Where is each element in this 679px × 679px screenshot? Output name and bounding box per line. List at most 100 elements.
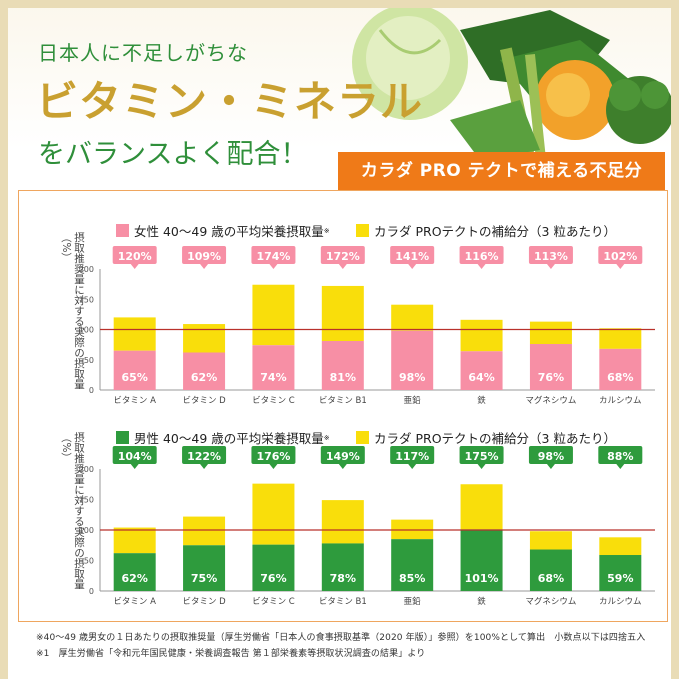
m-y-tick-label: 200 [79, 465, 94, 474]
m-category-label: マグネシウム [525, 596, 576, 607]
legend-male: 男性 40～49 歳の平均栄養摂取量 ※ [116, 428, 330, 447]
f-bar-base [529, 344, 572, 390]
f-category-label: 亜鉛 [404, 395, 422, 406]
m-total-bubble [112, 446, 157, 464]
f-total-label: 102% [603, 250, 637, 263]
f-total-label: 174% [256, 250, 290, 263]
m-category-label: 亜鉛 [404, 596, 422, 607]
header-line2: ビタミン・ミネラル [36, 77, 424, 126]
f-total-bubble [459, 246, 504, 264]
f-total-bubble-tail [269, 264, 278, 269]
m-bar-supplement [252, 483, 295, 545]
f-bar-base [183, 352, 226, 390]
m-bar-supplement [113, 527, 156, 554]
f-base-label: 68% [607, 371, 633, 384]
m-base-label: 101% [465, 572, 499, 585]
m-category-label: ビタミン D [182, 597, 226, 607]
m-total-bubble [459, 446, 504, 464]
f-total-label: 172% [326, 250, 360, 263]
m-bar-base [529, 549, 572, 591]
m-total-bubble-tail [130, 464, 139, 469]
m-total-bubble-tail [477, 464, 486, 469]
f-y-tick-label: 0 [89, 386, 94, 395]
f-base-label: 64% [468, 371, 494, 384]
m-base-label: 68% [538, 572, 564, 585]
f-total-bubble [598, 246, 643, 264]
m-bar-base [391, 539, 434, 591]
f-base-label: 76% [538, 371, 564, 384]
f-total-bubble-tail [546, 264, 555, 269]
m-bar-base [599, 555, 642, 591]
f-total-bubble [528, 246, 573, 264]
f-total-bubble [320, 246, 365, 264]
m-total-label: 175% [465, 450, 499, 463]
vegetables-image [352, 4, 674, 160]
m-bar-base [321, 543, 364, 591]
m-total-bubble-tail [269, 464, 278, 469]
f-bar-supplement [252, 284, 295, 346]
footnote-1: ※40～49 歳男女の１日あたりの摂取推奨量（厚生労働省「日本人の食事摂取基準（… [36, 633, 646, 643]
y-axis-label-bottom: 摂取推奨量に対する実際の摂取量（%） [60, 432, 85, 590]
f-bar-supplement [183, 324, 226, 353]
f-base-label: 98% [399, 371, 425, 384]
f-total-label: 113% [534, 250, 568, 263]
m-bar-base [460, 529, 503, 591]
m-bar-supplement [321, 500, 364, 544]
m-category-label: カルシウム [599, 597, 642, 607]
f-category-label: マグネシウム [525, 395, 576, 406]
legend-label-supplement-2: カラダ PROテクトの補給分（3 粒あたり） [374, 431, 616, 446]
m-total-bubble [182, 446, 227, 464]
f-total-bubble [182, 246, 227, 264]
m-bar-supplement [599, 537, 642, 556]
f-bar-supplement [460, 319, 503, 352]
f-category-label: カルシウム [599, 396, 642, 406]
m-y-tick-label: 100 [79, 526, 94, 535]
m-total-bubble [528, 446, 573, 464]
m-bar-supplement [460, 484, 503, 530]
m-bar-base [183, 545, 226, 591]
m-base-label: 75% [191, 572, 217, 585]
legend-swatch-supplement-2 [356, 431, 369, 444]
m-bar-supplement [183, 516, 226, 546]
f-base-label: 74% [260, 371, 286, 384]
m-y-tick-label: 0 [89, 587, 94, 596]
m-total-bubble [320, 446, 365, 464]
f-bar-supplement [529, 321, 572, 345]
f-base-label: 81% [330, 371, 356, 384]
legend-supplement-1: カラダ PROテクトの補給分（3 粒あたり） [356, 221, 616, 240]
f-y-tick-label: 50 [84, 356, 94, 365]
f-category-label: ビタミン B1 [319, 396, 367, 406]
m-total-bubble-tail [338, 464, 347, 469]
legend-female: 女性 40～49 歳の平均栄養摂取量 ※ [116, 221, 330, 240]
m-base-label: 62% [122, 572, 148, 585]
f-total-bubble-tail [477, 264, 486, 269]
m-total-label: 98% [538, 450, 564, 463]
header-line3: をバランスよく配合！ [38, 139, 308, 170]
f-y-tick-label: 100 [79, 326, 94, 335]
m-total-bubble-tail [546, 464, 555, 469]
legend-note-male: ※ [323, 433, 330, 442]
footnote-2: ※1 厚生労働省「令和元年国民健康・栄養調査報告 第１部栄養素等摂取状況調査の結… [36, 649, 426, 659]
legend-note-female: ※ [323, 226, 330, 235]
m-base-label: 59% [607, 572, 633, 585]
m-category-label: ビタミン A [113, 597, 156, 607]
m-base-label: 85% [399, 572, 425, 585]
m-base-label: 76% [260, 572, 286, 585]
f-bar-supplement [113, 317, 156, 351]
f-base-label: 65% [122, 371, 148, 384]
f-total-bubble-tail [338, 264, 347, 269]
f-total-bubble-tail [616, 264, 625, 269]
f-total-label: 116% [465, 250, 499, 263]
m-y-tick-label: 150 [79, 496, 94, 505]
legend-label-supplement-1: カラダ PROテクトの補給分（3 粒あたり） [374, 224, 616, 239]
f-bar-base [252, 345, 295, 390]
f-total-bubble [251, 246, 296, 264]
m-bar-base [252, 544, 295, 591]
f-category-label: ビタミン A [113, 396, 156, 406]
legend-supplement-2: カラダ PROテクトの補給分（3 粒あたり） [356, 428, 616, 447]
f-bar-base [391, 330, 434, 390]
f-bar-base [321, 340, 364, 390]
m-total-bubble-tail [408, 464, 417, 469]
legend-swatch-female [116, 224, 129, 237]
